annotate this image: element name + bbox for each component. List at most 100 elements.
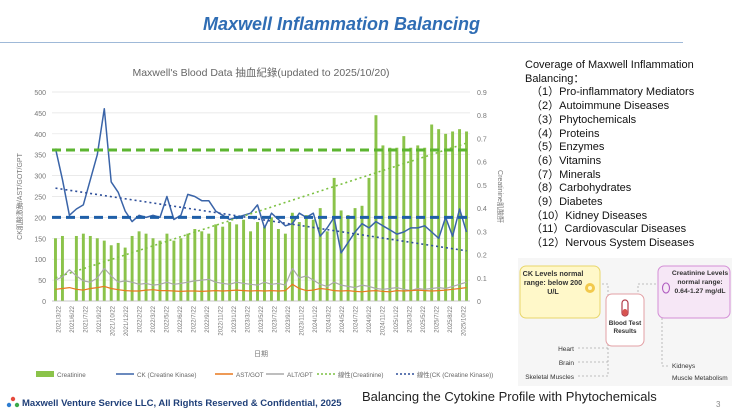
creatinine-bar (109, 245, 113, 301)
x-tick-label: 2025/10/22 (461, 305, 467, 336)
creatinine-bar (179, 238, 183, 301)
coverage-item: （3）Phytochemicals (531, 113, 637, 126)
x-tick-label: 2021/7/22 (84, 305, 90, 332)
label-heart: Heart (558, 346, 574, 353)
creatinine-bar (158, 240, 162, 301)
creatinine-bar (430, 124, 434, 301)
creatinine-bar (339, 210, 343, 301)
test-tube-icon (621, 299, 629, 317)
creatinine-bar (304, 215, 308, 301)
y-right-tick-label: 0.9 (477, 90, 487, 97)
y-right-tick-label: 0.4 (477, 206, 487, 213)
blood-data-chart: Maxwell's Blood Data 抽血紀錄(updated to 202… (15, 66, 505, 379)
x-tick-label: 2022/5/22 (165, 305, 171, 332)
creatinine-bar (311, 219, 315, 301)
ck-levels-box (519, 265, 601, 319)
creatinine-bar (151, 238, 155, 301)
creatinine-bar (54, 238, 57, 301)
x-tick-label: 2021/12/22 (124, 305, 130, 336)
coverage-item: （5）Enzymes (531, 141, 605, 154)
label-skeletal-muscles: Skeletal Muscles (525, 374, 575, 381)
creatinine-bar (186, 233, 190, 301)
coverage-item: （9）Diabetes (531, 196, 603, 209)
creatinine-bar (165, 233, 169, 301)
coverage-list: Coverage of Maxwell Inflammation Balanci… (525, 59, 730, 251)
creatinine-bar (269, 217, 273, 301)
creatinine-bar (144, 233, 148, 301)
creatinine-bar (381, 145, 385, 301)
y-left-tick-label: 100 (34, 257, 46, 264)
x-tick-label: 2024/1/22 (313, 305, 319, 332)
x-tick-label: 2024/11/22 (380, 305, 386, 335)
x-tick-label: 2021/6/22 (70, 305, 76, 332)
ck-trend-line (55, 187, 467, 252)
y-left-tick-label: 300 (34, 174, 46, 181)
x-tick-label: 2022/9/22 (205, 305, 211, 332)
x-tick-label: 2022/2/22 (138, 305, 144, 332)
creatinine-bar (374, 115, 378, 301)
creatinine-bar (388, 147, 392, 301)
x-tick-label: 2024/3/22 (326, 305, 332, 332)
creatinine-bar (249, 231, 253, 301)
y-left-tick-label: 350 (34, 153, 46, 160)
creatinine-bar (346, 215, 350, 301)
creatinine-bar (95, 238, 99, 301)
footer-copyright: Maxwell Venture Service LLC, All Rights … (22, 398, 342, 409)
creatinine-bar (256, 222, 259, 301)
coverage-item: （1）Pro-inflammatory Mediators (531, 86, 695, 99)
legend-swatch (36, 371, 54, 377)
x-tick-label: 2023/7/22 (273, 305, 279, 332)
x-axis-title: 日期 (254, 350, 268, 358)
creatinine-bar (200, 231, 204, 301)
coverage-item: （4）Proteins (531, 127, 600, 140)
y-right-axis-title: Creatinine肌酸酐 (496, 170, 505, 223)
creatinine-bar (367, 177, 371, 301)
creatinine-bar (214, 224, 218, 301)
blood-test-box (605, 293, 645, 347)
chart-title: Maxwell's Blood Data 抽血紀錄(updated to 202… (132, 66, 389, 79)
coverage-item: （11）Cardiovascular Diseases (531, 223, 687, 236)
x-tick-label: 2025/5/22 (421, 305, 427, 332)
creatinine-bar (437, 129, 441, 301)
legend-label: ALT/GPT (287, 372, 313, 379)
creatinine-bar (353, 208, 357, 301)
coverage-item: （7）Minerals (531, 168, 601, 181)
kidney-icon (661, 282, 671, 294)
x-tick-label: 2023/3/22 (246, 305, 252, 332)
y-right-tick-label: 0.5 (477, 183, 487, 190)
creatinine-bar (74, 235, 78, 301)
x-tick-label: 2021/3/22 (57, 305, 63, 332)
creatinine-bar (81, 233, 85, 301)
creatinine-bar (290, 212, 294, 301)
coverage-item: （12）Nervous System Diseases (531, 237, 695, 250)
coverage-heading: Coverage of Maxwell Inflammation Balanci… (525, 59, 694, 85)
x-tick-label: 2022/7/22 (192, 305, 198, 332)
slide-subtitle: Balancing the Cytokine Profile with Phyt… (362, 389, 657, 404)
creatinine-bar (193, 229, 197, 301)
y-left-tick-label: 150 (34, 236, 46, 243)
creatinine-bar (228, 222, 232, 301)
y-right-tick-label: 0.1 (477, 276, 487, 283)
y-right-tick-label: 0 (477, 299, 481, 306)
creatinine-bar (60, 235, 64, 301)
x-tick-label: 2025/3/22 (407, 305, 413, 332)
alt-gpt-line (55, 267, 467, 292)
legend-label: 線性(Creatinine) (338, 370, 384, 379)
creatinine-bar (242, 219, 246, 301)
creatinine-bar (458, 129, 462, 301)
x-tick-label: 2021/9/22 (97, 305, 103, 332)
creatinine-levels-box (657, 265, 731, 319)
creatinine-bar (207, 233, 211, 301)
coverage-item: （2）Autoimmune Diseases (531, 100, 670, 113)
creatinine-bar (102, 240, 106, 301)
creatinine-bar (123, 247, 127, 301)
creatinine-bar (360, 205, 364, 301)
x-tick-label: 2025/1/22 (394, 305, 400, 332)
coverage-item: （6）Vitamins (531, 154, 602, 167)
creatinine-bar (276, 229, 280, 301)
coverage-item: （8）Carbohydrates (531, 182, 632, 195)
company-logo-icon (6, 396, 20, 408)
creatinine-levels-text: Creatinine Levels normal range: 0.64-1.2… (671, 270, 729, 295)
creatinine-bar (332, 177, 336, 301)
page-number: 3 (716, 400, 721, 409)
